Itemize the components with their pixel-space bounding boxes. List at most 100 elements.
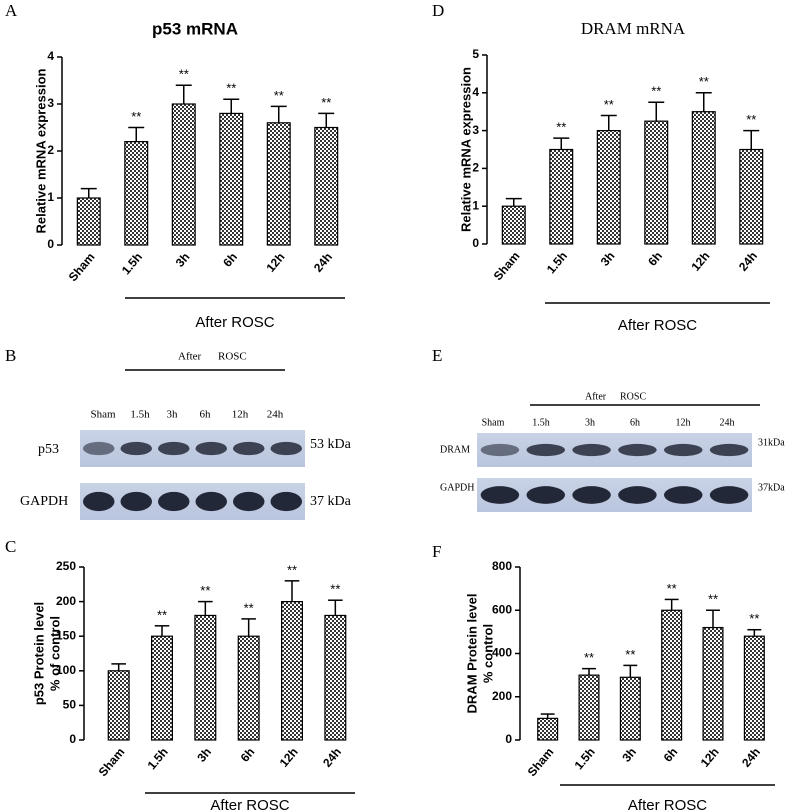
x-tick-label: 1.5h [119,250,145,277]
significance: ** [179,67,189,82]
x-tick-label: 12h [688,249,712,274]
significance: ** [287,562,297,577]
size-label: 31kDa [758,437,785,448]
significance: ** [330,582,340,597]
row-label: GAPDH [440,482,474,493]
lane-label: Sham [90,409,116,421]
significance: ** [625,647,635,662]
y-tick-label: 600 [492,602,512,616]
y-tick-label: 0 [472,236,479,250]
x-tick-label: 3h [173,250,193,270]
x-tick-label: 24h [311,250,335,275]
significance: ** [749,611,759,626]
y-tick-label: 0 [505,732,512,746]
blot-membrane [477,478,752,512]
blot-band [270,441,302,456]
lane-label: 12h [676,417,691,428]
blot-band [664,486,703,504]
significance: ** [226,81,236,96]
blot-band [572,486,611,504]
bar [324,614,347,741]
y-tick-label: 200 [492,689,512,703]
bar [237,635,260,741]
panel-label: F [432,542,441,561]
blot-band [618,486,657,504]
blot-band [526,486,565,504]
significance: ** [604,97,614,112]
y-tick-label: 4 [47,49,54,63]
blot-band [572,443,611,457]
lane-label: 6h [630,417,640,428]
blot-band [233,491,265,512]
lane-label: 1.5h [532,417,550,428]
significance: ** [556,120,566,135]
y-tick-label: 150 [56,628,76,642]
bar [266,122,291,246]
x-tick-label: 1.5h [572,745,598,772]
bar [691,111,716,245]
chart-title: p53 mRNA [152,19,238,38]
x-tick-label: Sham [96,745,128,779]
bar [619,676,641,741]
group-label: ROSC [620,391,646,402]
bar [578,674,600,741]
x-tick-label: 24h [736,249,760,274]
significance: ** [651,84,661,99]
blot-band [83,491,115,512]
bar [76,197,101,246]
blot-band [195,491,227,512]
significance: ** [708,592,718,607]
bar [194,614,217,741]
group-label: After ROSC [628,797,707,812]
blot-band [158,441,190,456]
lane-label: 24h [720,417,735,428]
size-label: 53 kDa [310,437,352,452]
group-label: After ROSC [195,314,274,331]
lane-label: Sham [482,417,505,428]
y-tick-label: 3 [47,96,54,110]
significance: ** [321,95,331,110]
significance: ** [699,74,709,89]
bar [549,148,574,245]
bar [501,205,526,245]
group-label: ROSC [218,351,247,363]
row-label: GAPDH [20,494,68,509]
x-tick-label: 6h [238,745,258,765]
y-axis-label: DRAM Protein level [464,594,479,714]
x-tick-label: 3h [598,249,618,269]
x-tick-label: 3h [619,745,639,765]
bar [644,120,669,245]
y-axis-label: % control [480,624,495,683]
bar [537,717,559,741]
y-tick-label: 800 [492,559,512,573]
panel-label: D [432,1,444,20]
lane-label: 24h [267,409,284,421]
significance: ** [200,583,210,598]
blot-membrane [477,433,752,467]
blot-band [664,443,703,457]
blot-membrane [80,483,305,520]
blot-band [270,491,302,512]
y-tick-label: 1 [47,190,54,204]
blot-band [233,441,265,456]
y-axis-label: % of control [47,616,62,691]
y-tick-label: 0 [47,237,54,251]
blot-band [120,491,152,512]
y-tick-label: 2 [47,143,54,157]
bar [124,141,149,246]
significance: ** [584,650,594,665]
lane-label: 12h [232,409,249,421]
y-tick-label: 0 [69,732,76,746]
panel-label: E [432,346,442,365]
y-tick-label: 250 [56,559,76,573]
blot-band [618,443,657,457]
y-tick-label: 50 [63,698,77,712]
blot-band [195,441,227,456]
lane-label: 1.5h [130,409,150,421]
group-label: After ROSC [210,797,289,812]
bar [107,670,130,741]
lane-label: 3h [167,409,179,421]
blot-band [480,486,520,504]
bar [171,103,196,246]
